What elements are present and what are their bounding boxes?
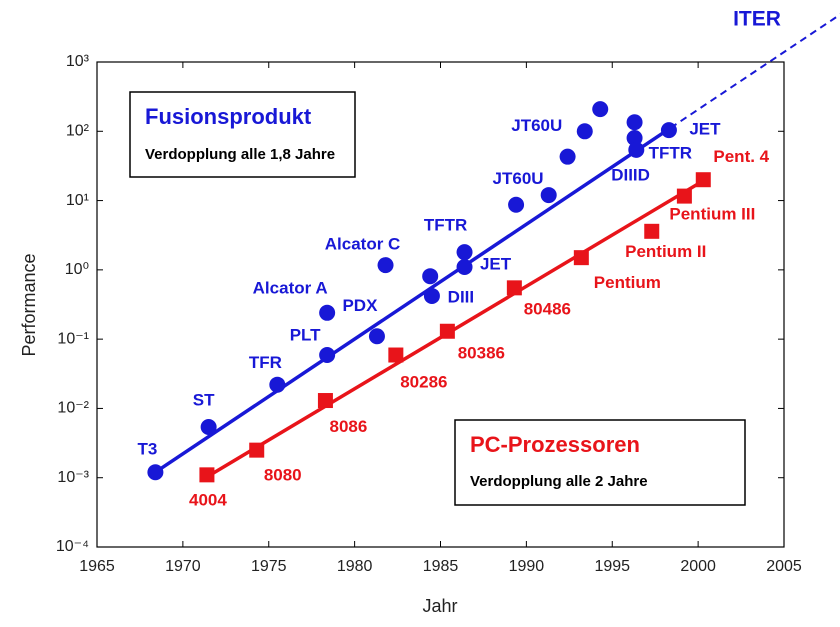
data-label: DIII: [448, 287, 474, 306]
y-tick-label: 10⁰: [65, 261, 89, 278]
point: [422, 268, 439, 285]
data-label: Alcator C: [325, 235, 401, 254]
point: [439, 323, 455, 339]
data-label: TFR: [249, 353, 282, 372]
data-label: ST: [193, 390, 215, 409]
data-label: 8080: [264, 466, 302, 485]
point: [592, 101, 609, 118]
data-label: PLT: [290, 326, 321, 345]
data-label: Alcator A: [253, 278, 328, 297]
y-axis-label: Performance: [19, 253, 39, 356]
point: [200, 418, 217, 435]
x-axis-label: Jahr: [422, 596, 457, 616]
trend-line: [670, 13, 840, 129]
data-label: 80386: [458, 344, 505, 363]
x-tick-label: 1995: [594, 558, 630, 575]
legend-title: Fusionsprodukt: [145, 104, 312, 129]
data-label: JET: [480, 254, 512, 273]
y-tick-label: 10⁻²: [57, 400, 89, 417]
data-label: Pentium: [594, 273, 661, 292]
point: [269, 376, 286, 393]
data-label: 80486: [524, 299, 571, 318]
legend-box: [129, 91, 356, 178]
data-label: JT60U: [493, 169, 544, 188]
data-label: Pent. 4: [713, 147, 769, 166]
point: [676, 188, 692, 204]
y-tick-label: 10⁻³: [57, 469, 89, 486]
x-tick-label: 1990: [509, 558, 545, 575]
x-tick-label: 2000: [680, 558, 716, 575]
point: [377, 257, 394, 274]
data-label: PDX: [342, 296, 378, 315]
point: [147, 464, 164, 481]
data-label: T3: [137, 440, 157, 459]
y-tick-label: 10⁻⁴: [56, 538, 89, 555]
legend-subtitle: Verdopplung alle 2 Jahre: [470, 473, 648, 490]
x-tick-label: 1980: [337, 558, 373, 575]
x-tick-label: 1970: [165, 558, 201, 575]
data-label: Pentium II: [625, 242, 706, 261]
x-tick-label: 1965: [79, 558, 115, 575]
point: [508, 196, 525, 213]
x-tick-label: 2005: [766, 558, 802, 575]
y-tick-label: 10²: [66, 123, 90, 140]
point: [319, 304, 336, 321]
point: [319, 347, 336, 364]
point: [573, 250, 589, 266]
data-label: TFTR: [649, 143, 692, 162]
point: [626, 130, 643, 147]
point: [660, 122, 677, 139]
trend-line: [154, 126, 672, 474]
data-label: TFTR: [424, 216, 467, 235]
point: [644, 223, 660, 239]
point: [456, 244, 473, 261]
point: [317, 393, 333, 409]
x-tick-label: 1985: [423, 558, 459, 575]
point: [199, 467, 215, 483]
data-label: DIIID: [611, 165, 650, 184]
data-label: JET: [689, 120, 721, 139]
point: [368, 328, 385, 345]
point: [423, 287, 440, 304]
point: [540, 187, 557, 204]
point: [506, 280, 522, 296]
point: [626, 114, 643, 131]
data-label: 4004: [189, 490, 227, 509]
trend-line: [209, 178, 706, 477]
legend-title: PC-Prozessoren: [470, 432, 640, 457]
data-label: Pentium III: [669, 205, 755, 224]
annotation: ITER: [733, 8, 781, 31]
data-label: JT60U: [511, 116, 562, 135]
y-tick-label: 10³: [66, 53, 90, 70]
point: [249, 442, 265, 458]
point: [628, 141, 645, 158]
point: [695, 172, 711, 188]
point: [559, 148, 576, 165]
data-label: 80286: [400, 373, 447, 392]
point: [388, 347, 404, 363]
legend-box: [454, 419, 746, 506]
data-label: 8086: [330, 417, 368, 436]
x-tick-label: 1975: [251, 558, 287, 575]
legend-subtitle: Verdopplung alle 1,8 Jahre: [145, 146, 335, 163]
y-tick-label: 10¹: [66, 192, 89, 209]
point: [456, 258, 473, 275]
point: [576, 123, 593, 140]
y-tick-label: 10⁻¹: [57, 330, 89, 347]
